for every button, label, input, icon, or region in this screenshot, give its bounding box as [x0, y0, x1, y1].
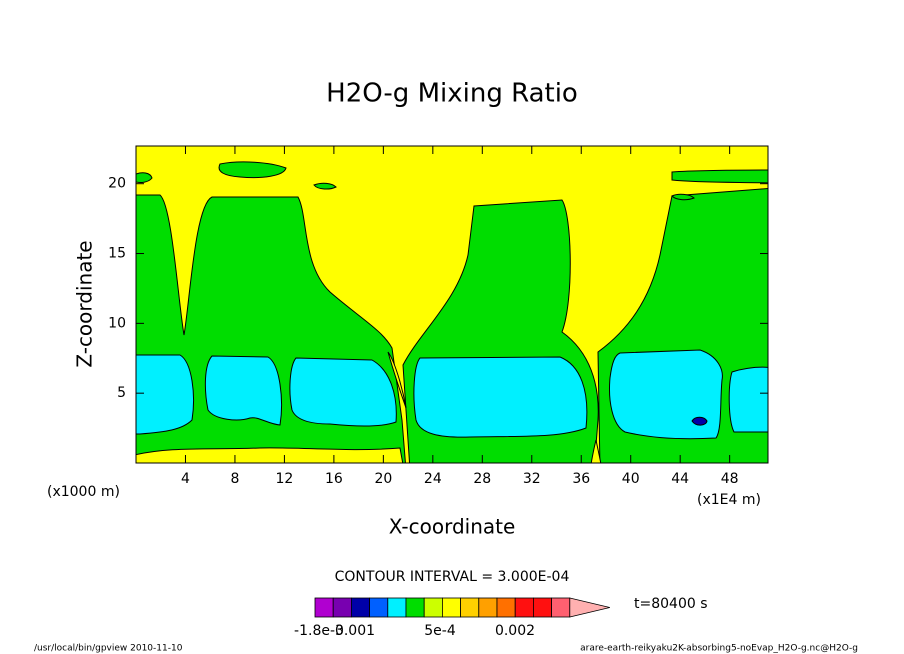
contour-interval: CONTOUR INTERVAL = 3.000E-04: [335, 569, 570, 585]
colorbar-box: [460, 597, 480, 618]
contour-region: [671, 193, 695, 201]
y-tick-label: 10: [108, 315, 126, 331]
contour-region: [671, 169, 768, 184]
colorbar-box: [332, 597, 352, 618]
x-tick-label: 16: [325, 471, 343, 487]
colorbar-box: [496, 597, 516, 618]
contour-region: [609, 349, 723, 440]
contour-region: [204, 355, 282, 426]
y-tick-label: 5: [117, 385, 126, 401]
contour-region: [136, 354, 194, 435]
plot-frame: [135, 145, 769, 464]
contour-region: [387, 351, 407, 409]
colorbar-box: [551, 597, 571, 618]
x-tick-label: 28: [473, 471, 491, 487]
colorbar-box: [314, 597, 334, 618]
contour-region: [289, 357, 397, 427]
colorbar-box: [514, 597, 534, 618]
y-axis-label: Z-coordinate: [73, 240, 97, 367]
colorbar-box: [478, 597, 498, 618]
colorbar-extension: [569, 597, 610, 618]
x-axis-label: X-coordinate: [389, 515, 516, 539]
x-tick-label: 4: [181, 471, 190, 487]
colorbar-box: [441, 597, 461, 618]
contour-region: [136, 439, 602, 463]
y-unit-label: (x1000 m): [47, 484, 120, 500]
x-tick-label: 44: [671, 471, 689, 487]
colorbar-box: [350, 597, 370, 618]
contour-region: [136, 172, 153, 183]
contour-region: [313, 182, 337, 190]
x-tick-label: 36: [572, 471, 590, 487]
x-tick-label: 24: [424, 471, 442, 487]
x-tick-label: 48: [721, 471, 739, 487]
colorbar-label: 5e-4: [424, 623, 456, 639]
colorbar-label: 0.001: [335, 623, 375, 639]
colorbar-label: -1.8e-3: [294, 623, 344, 639]
footer-right: arare-earth-reikyaku2K-absorbing5-noEvap…: [580, 644, 858, 654]
x-tick-label: 12: [276, 471, 294, 487]
y-tick-label: 15: [108, 246, 126, 262]
y-tick-label: 20: [108, 176, 126, 192]
x-tick-label: 8: [230, 471, 239, 487]
contour-region: [218, 161, 287, 179]
colorbar-box: [369, 597, 389, 618]
contour-field: [136, 146, 768, 463]
footer-left: /usr/local/bin/gpview 2010-11-10: [34, 644, 183, 654]
contour-region: [413, 356, 588, 438]
x-unit-label: (x1E4 m): [697, 492, 761, 508]
contour-region: [691, 416, 708, 426]
colorbar-box: [533, 597, 553, 618]
colorbar-box: [387, 597, 407, 618]
x-tick-label: 20: [374, 471, 392, 487]
contour-region: [728, 366, 768, 433]
colorbar: -1.8e-30.001 5e-4 0.002: [294, 597, 610, 639]
chart-title: H2O-g Mixing Ratio: [326, 79, 578, 109]
x-tick-label: 32: [523, 471, 541, 487]
colorbar-label: 0.002: [495, 623, 535, 639]
x-tick-label: 40: [622, 471, 640, 487]
time-label: t=80400 s: [634, 596, 708, 612]
colorbar-box: [405, 597, 425, 618]
colorbar-box: [423, 597, 443, 618]
